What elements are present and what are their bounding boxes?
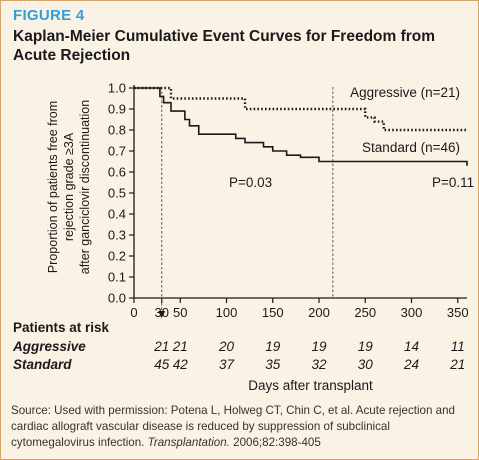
at-risk-value: 45 bbox=[154, 357, 170, 372]
source-text: Source: Used with permission: Potena L, … bbox=[11, 404, 456, 449]
figure-label: FIGURE 4 bbox=[13, 7, 85, 24]
at-risk-value: 19 bbox=[265, 339, 281, 354]
at-risk-row-label: Aggressive bbox=[12, 339, 86, 354]
at-risk-value: 21 bbox=[449, 357, 465, 372]
y-axis-label: Proportion of patients free from rejectio… bbox=[46, 100, 92, 274]
p-value-215: P=0.11 bbox=[432, 175, 474, 190]
at-risk-value: 21 bbox=[172, 339, 188, 354]
y-tick-label: 0.0 bbox=[108, 291, 126, 306]
at-risk-value: 24 bbox=[403, 357, 419, 372]
at-risk-value: 30 bbox=[358, 357, 374, 372]
at-risk-value: 32 bbox=[311, 357, 327, 372]
x-tick-label: 350 bbox=[447, 305, 469, 320]
at-risk-value: 14 bbox=[404, 339, 419, 354]
source-journal: Transplantation. bbox=[147, 436, 230, 449]
at-risk-value: 11 bbox=[451, 339, 465, 354]
y-axis-label-line: rejection grade ≥3A bbox=[62, 132, 76, 241]
y-tick-label: 0.2 bbox=[108, 249, 126, 264]
at-risk-value: 37 bbox=[219, 357, 235, 372]
y-tick-label: 1.0 bbox=[108, 81, 126, 96]
at-risk-value: 21 bbox=[153, 339, 169, 354]
x-tick-label: 200 bbox=[308, 305, 330, 320]
p-value-30: P=0.03 bbox=[229, 175, 272, 190]
at-risk-value: 19 bbox=[311, 339, 327, 354]
at-risk-value: 19 bbox=[358, 339, 374, 354]
y-tick-label: 0.9 bbox=[108, 102, 126, 117]
x-tick-label: 100 bbox=[216, 305, 238, 320]
y-tick-label: 0.5 bbox=[108, 186, 126, 201]
km-chart: 0.0 0.1 0.2 0.3 0.4 0.5 0.6 0.7 0.8 0.9 1.0 0 30 50 10… bbox=[12, 81, 474, 394]
at-risk-value: 35 bbox=[265, 357, 281, 372]
y-tick-label: 0.4 bbox=[108, 207, 126, 222]
marker-arrow bbox=[158, 311, 166, 318]
y-tick-label: 0.1 bbox=[108, 270, 126, 285]
at-risk-title: Patients at risk bbox=[13, 320, 110, 335]
x-tick-label: 150 bbox=[262, 305, 284, 320]
y-tick-label: 0.8 bbox=[108, 123, 126, 138]
series-label-aggressive: Aggressive (n=21) bbox=[350, 85, 460, 100]
series-label-standard: Standard (n=46) bbox=[362, 140, 460, 155]
y-tick-label: 0.6 bbox=[108, 165, 126, 180]
at-risk-value: 42 bbox=[173, 357, 189, 372]
x-tick-label: 250 bbox=[354, 305, 376, 320]
series-standard-line bbox=[134, 87, 468, 166]
x-tick-label: 300 bbox=[401, 305, 423, 320]
x-tick-label: 50 bbox=[173, 305, 187, 320]
x-tick-label: 0 bbox=[130, 305, 137, 320]
y-axis-label-line: Proportion of patients free from bbox=[46, 101, 60, 273]
figure-title: Kaplan-Meier Cumulative Event Curves for… bbox=[13, 28, 436, 64]
series-aggressive-line bbox=[134, 86, 467, 132]
at-risk-row-label: Standard bbox=[13, 357, 72, 372]
source-citation: 2006;82:398-405 bbox=[229, 436, 321, 449]
y-tick-label: 0.7 bbox=[108, 144, 126, 159]
y-axis-label-line: after ganciclovir discontinuation bbox=[78, 100, 92, 274]
at-risk-value: 20 bbox=[218, 339, 235, 354]
y-tick-label: 0.3 bbox=[108, 228, 126, 243]
source-note: Source: Used with permission: Potena L, … bbox=[11, 403, 471, 451]
x-axis-label: Days after transplant bbox=[248, 378, 373, 393]
